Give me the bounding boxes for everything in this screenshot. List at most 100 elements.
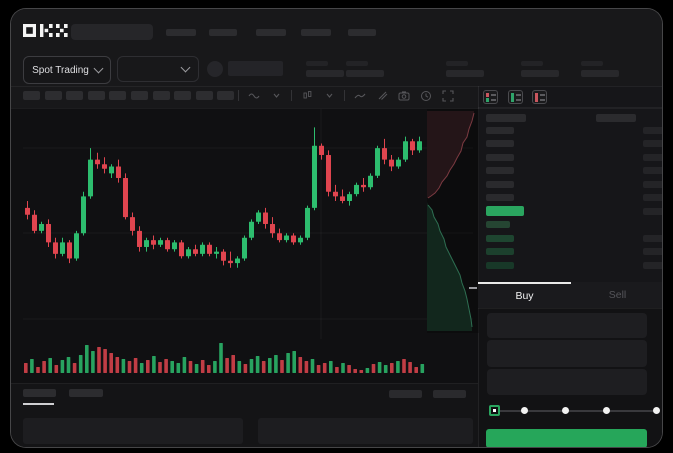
orderbook-header-left [486,114,526,122]
size-bar [643,127,662,134]
divider [291,90,292,101]
timeframe-button-6[interactable] [131,91,148,100]
orderbook-row-ask[interactable] [478,191,662,204]
price-chart[interactable] [11,9,663,448]
timeframe-button-5[interactable] [109,91,127,100]
timeframe-button-10[interactable] [217,91,235,100]
coin-icon [207,61,223,77]
slider-stop[interactable] [521,407,528,414]
price-input[interactable] [487,313,647,338]
chevron-down-icon[interactable] [269,90,283,102]
tab-sell[interactable]: Sell [571,282,662,308]
orderbook-row-ask[interactable] [478,137,662,150]
slider-track[interactable] [495,410,656,412]
search-placeholder[interactable] [71,24,153,40]
slider-stop[interactable] [653,407,660,414]
chevron-down-icon[interactable] [322,90,336,102]
book-split-icon[interactable] [483,90,498,104]
size-bar [643,153,662,161]
size-bar [643,194,662,202]
nav-item-5[interactable] [348,29,376,36]
timeframe-button-2[interactable] [44,91,62,100]
fullscreen-icon[interactable] [441,89,455,102]
toolbar-icons [238,89,455,102]
orderbook-row-ask[interactable] [478,124,662,137]
divider [344,90,345,101]
orderbook-row-ask[interactable] [478,151,662,164]
size-bar [643,207,662,215]
pair-select[interactable] [117,56,199,82]
bottom-tab-2[interactable] [69,389,103,397]
timeframe-button-8[interactable] [174,91,192,100]
okx-logo [23,24,68,37]
total-input[interactable] [487,369,647,395]
timeframe-button-9[interactable] [195,91,213,100]
timeframe-button-3[interactable] [66,91,84,100]
stat-label-2 [346,61,368,66]
size-bar [643,140,662,148]
nav-item-2[interactable] [209,29,237,36]
stat-value-4 [521,70,559,77]
amount-input[interactable] [487,340,647,367]
orderbook-row-ask[interactable] [478,164,662,177]
stat-label-5 [581,61,603,66]
bid-price-bar [486,221,510,229]
orderbook-row-bid[interactable] [478,245,662,258]
bottom-action-1[interactable] [389,390,422,398]
ask-price-bar [486,153,514,161]
orderbook-row-bid[interactable] [478,218,662,231]
tab-buy[interactable]: Buy [478,282,571,308]
indicator-wave-icon[interactable] [247,90,261,102]
draw-slash-icon[interactable] [375,90,389,102]
market-selector-label: Spot Trading [32,64,89,76]
last-price-bar [486,205,524,216]
stat-value-2 [346,70,384,77]
ask-price-bar [486,194,514,202]
divider [11,86,662,87]
timeframe-button-7[interactable] [152,91,170,100]
ask-price-bar [486,127,514,134]
nav-item-3[interactable] [256,29,286,36]
history-clock-icon[interactable] [419,90,433,102]
timeframe-button-4[interactable] [87,91,105,100]
market-selector-button[interactable]: Spot Trading [23,56,111,84]
tab-buy-label: Buy [515,290,534,302]
timeframe-button-1[interactable] [23,91,40,100]
ask-price-bar [486,140,514,148]
slider-handle[interactable] [489,405,500,416]
nav-item-1[interactable] [166,29,196,36]
camera-icon[interactable] [397,90,411,102]
stat-label-4 [521,61,543,66]
active-tab-underline [23,403,54,405]
pair-name-placeholder [228,61,283,76]
divider [11,383,478,384]
slider-stop[interactable] [603,407,610,414]
ask-price-bar [486,180,514,188]
size-bar [643,234,662,242]
trend-line-icon[interactable] [353,90,367,102]
orderbook-row-price[interactable] [478,205,662,218]
stat-value-3 [446,70,484,77]
stat-value-1 [306,70,344,77]
bottom-tab-1[interactable] [23,389,56,397]
nav-item-4[interactable] [301,29,331,36]
book-bids-icon[interactable] [508,90,523,104]
bottom-panel-1[interactable] [23,418,243,444]
bottom-action-2[interactable] [433,390,466,398]
bid-price-bar [486,234,514,242]
orderbook-row-bid[interactable] [478,232,662,245]
divider [11,108,662,109]
slider-stop[interactable] [562,407,569,414]
panel-divider [478,86,479,447]
bottom-panel-2[interactable] [258,418,473,444]
size-bar [643,248,662,256]
candle-style-icon[interactable] [300,90,314,102]
book-asks-icon[interactable] [532,90,547,104]
size-bar [643,180,662,188]
stat-label-1 [306,61,328,66]
orderbook-row-bid[interactable] [478,259,662,272]
orderbook-row-ask[interactable] [478,178,662,191]
tab-sell-label: Sell [608,289,627,301]
buy-submit-button[interactable] [486,429,647,447]
